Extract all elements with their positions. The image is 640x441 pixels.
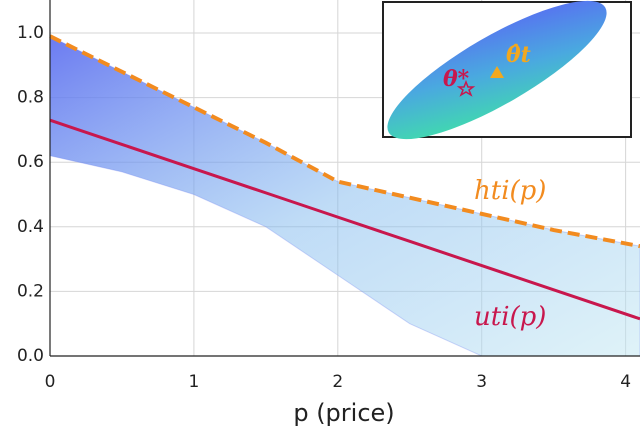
x-tick-label: 2 — [332, 372, 343, 392]
series-label: uti(p) — [474, 302, 546, 332]
true-marker — [456, 79, 476, 97]
y-tick-label: 0.8 — [17, 88, 44, 108]
y-tick-label: 0.6 — [17, 152, 44, 172]
x-tick-label: 4 — [620, 372, 631, 392]
series-line — [49, 118, 640, 321]
inset-label: θ̂t — [506, 42, 531, 68]
y-tick-label: 0.2 — [17, 281, 44, 301]
x-tick-label: 0 — [45, 372, 56, 392]
inset-label: θ* — [443, 66, 470, 92]
series-label: hti(p) — [474, 176, 546, 206]
y-tick-label: 0.0 — [17, 346, 44, 366]
x-axis-label: p (price) — [293, 399, 394, 427]
x-tick-label: 3 — [476, 372, 487, 392]
y-tick-label: 0.4 — [17, 217, 44, 237]
y-tick-label: 1.0 — [17, 23, 44, 43]
inset: θ* θ̂t — [382, 0, 632, 140]
x-tick-label: 1 — [188, 372, 199, 392]
estimate-marker — [490, 66, 504, 78]
